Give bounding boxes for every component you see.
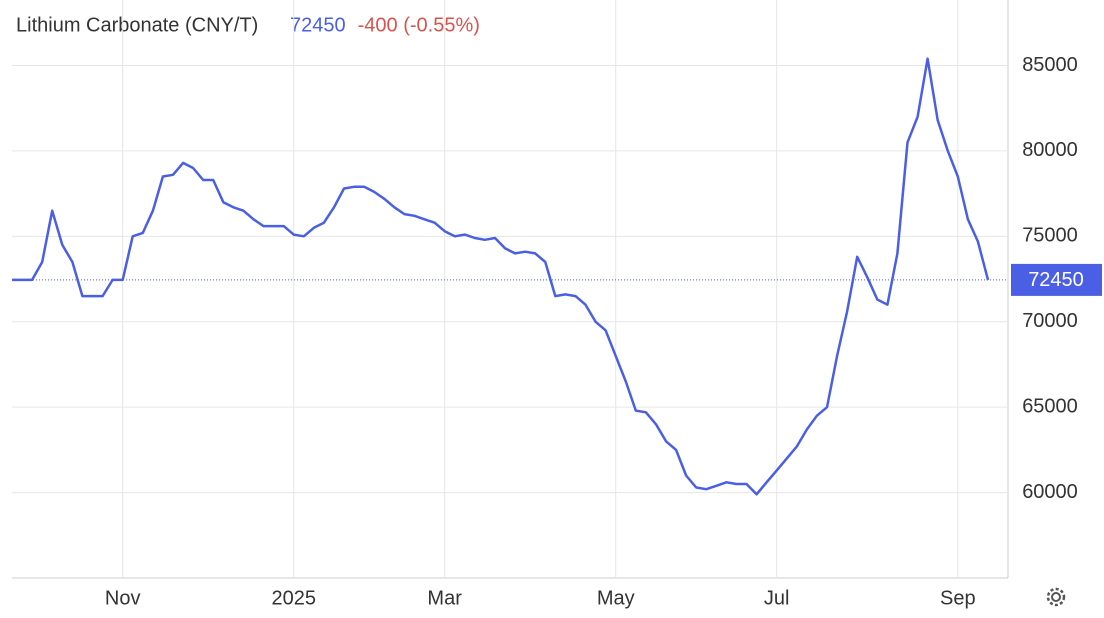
x-tick-label: Jul bbox=[764, 587, 790, 609]
settings-icon[interactable] bbox=[1046, 587, 1066, 607]
price-tag bbox=[1011, 263, 1102, 296]
y-tick-label: 80000 bbox=[1022, 139, 1078, 161]
x-tick-label: Sep bbox=[940, 587, 976, 609]
header-change: -400 (-0.55%) bbox=[358, 14, 480, 36]
y-tick-label: 65000 bbox=[1022, 395, 1078, 417]
header-price: 72450 bbox=[290, 14, 346, 36]
price-tag-label: 72450 bbox=[1028, 269, 1084, 291]
chart-title: Lithium Carbonate (CNY/T) bbox=[16, 14, 258, 36]
x-tick-label: 2025 bbox=[271, 587, 316, 609]
y-tick-label: 75000 bbox=[1022, 225, 1078, 247]
x-tick-label: May bbox=[597, 587, 635, 609]
price-line bbox=[12, 57, 990, 496]
y-tick-label: 85000 bbox=[1022, 54, 1078, 76]
y-tick-label: 70000 bbox=[1022, 310, 1078, 332]
x-tick-label: Nov bbox=[105, 587, 141, 609]
x-tick-label: Mar bbox=[427, 587, 462, 609]
y-tick-label: 60000 bbox=[1022, 481, 1078, 503]
